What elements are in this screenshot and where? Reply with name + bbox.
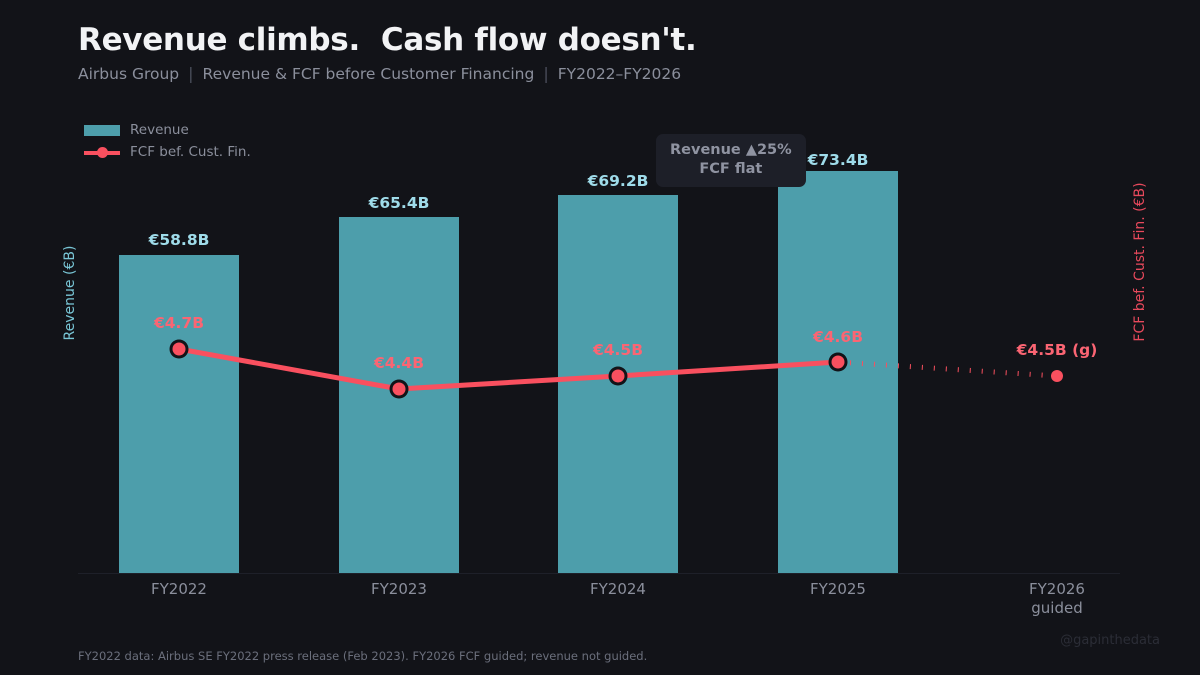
legend-label-fcf: FCF bef. Cust. Fin. <box>130 144 251 160</box>
fcf-value-label: €4.6B <box>812 328 864 346</box>
legend-line-marker-icon <box>84 146 120 158</box>
chart-title: Revenue climbs. Cash flow doesn't. <box>78 22 697 58</box>
legend-label-revenue: Revenue <box>130 122 189 138</box>
fcf-point-marker[interactable] <box>611 369 625 383</box>
fcf-point-marker[interactable] <box>172 342 186 356</box>
fcf-line-solid <box>176 346 841 392</box>
bar-value-label: €73.4B <box>807 151 869 169</box>
subtitle-separator-2: | <box>543 64 549 83</box>
fcf-line-guided-dotted <box>837 359 1058 379</box>
x-axis-baseline <box>78 573 1120 574</box>
legend-item-fcf[interactable]: FCF bef. Cust. Fin. <box>84 141 251 163</box>
subtitle-period: FY2022–FY2026 <box>557 65 682 83</box>
bar-value-label: €69.2B <box>587 172 649 190</box>
x-axis-tick-label: FY2026 guided <box>1029 580 1085 618</box>
legend-swatch-icon <box>84 124 120 136</box>
annotation-line-1: Revenue ▲25% <box>670 142 792 158</box>
legend-item-revenue[interactable]: Revenue <box>84 119 251 141</box>
fcf-value-label: €4.5B (g) <box>1016 341 1098 359</box>
bar-FY2022 <box>119 255 239 573</box>
bar-value-label: €65.4B <box>368 194 430 212</box>
x-axis-tick-label: FY2024 <box>590 580 646 598</box>
fcf-value-label: €4.4B <box>373 354 425 372</box>
source-footnote: FY2022 data: Airbus SE FY2022 press rele… <box>78 649 648 663</box>
annotation-line-2: FCF flat <box>699 160 763 177</box>
fcf-value-label: €4.7B <box>153 314 205 332</box>
subtitle-separator-1: | <box>188 64 194 83</box>
fcf-point-marker[interactable] <box>831 355 845 369</box>
annotation-badge: Revenue ▲25% FCF flat <box>656 134 806 187</box>
x-axis-tick-label: FY2025 <box>810 580 866 598</box>
chart-subtitle: Airbus Group | Revenue & FCF before Cust… <box>78 64 681 83</box>
x-axis-tick-label: FY2022 <box>151 580 207 598</box>
watermark: @gapinthedata <box>1060 633 1160 648</box>
chart-legend: Revenue FCF bef. Cust. Fin. <box>84 119 251 163</box>
fcf-value-label: €4.5B <box>592 341 644 359</box>
fcf-point-marker[interactable] <box>392 382 406 396</box>
bar-value-label: €58.8B <box>148 231 210 249</box>
x-axis-tick-label: FY2023 <box>371 580 427 598</box>
fcf-point-marker[interactable] <box>1051 370 1063 382</box>
subtitle-company: Airbus Group <box>78 65 180 83</box>
subtitle-metric: Revenue & FCF before Customer Financing <box>202 65 535 83</box>
bar-FY2025 <box>778 171 898 573</box>
